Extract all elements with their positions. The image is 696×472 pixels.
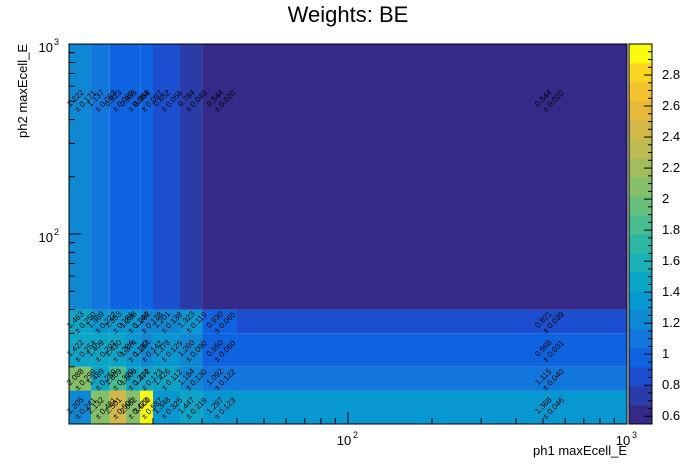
x-tick-label: 10 bbox=[337, 433, 351, 448]
heatmap-cell bbox=[140, 309, 153, 334]
heatmap-cell bbox=[140, 366, 153, 391]
color-tick-label: 2.4 bbox=[662, 129, 680, 144]
heatmap-cell bbox=[140, 390, 153, 424]
heatmap-cell bbox=[152, 390, 181, 424]
heatmap-cell bbox=[152, 366, 181, 391]
color-scale-segment bbox=[629, 215, 652, 235]
color-scale-segment bbox=[629, 291, 652, 311]
y-tick-label: 10 bbox=[39, 230, 53, 245]
heatmap-cell bbox=[125, 309, 141, 334]
heatmap-cell bbox=[202, 333, 237, 367]
heatmap-cell bbox=[152, 44, 181, 310]
heatmap-cell bbox=[109, 366, 126, 391]
heatmap-cell bbox=[91, 390, 110, 424]
heatmap-cell bbox=[91, 309, 110, 334]
heatmap-cell bbox=[69, 333, 92, 367]
color-tick-label: 1.4 bbox=[662, 284, 680, 299]
heatmap-cell bbox=[125, 44, 141, 310]
y-tick-exponent: 3 bbox=[54, 37, 59, 47]
color-scale-segment bbox=[629, 177, 652, 197]
color-tick-label: 2.8 bbox=[662, 67, 680, 82]
color-tick-label: 1 bbox=[662, 346, 669, 361]
color-tick-label: 0.6 bbox=[662, 408, 680, 423]
y-axis-label: ph2 maxEcell_E bbox=[15, 44, 30, 138]
heatmap-cell bbox=[180, 390, 203, 424]
heatmap-cell bbox=[125, 333, 141, 367]
color-scale-ticks: 0.6 0.8 1 1.2 1.4 1.6 1.8 2 2.2 2.4 2.6 2.8 bbox=[644, 51, 680, 423]
heatmap-cell bbox=[91, 366, 110, 391]
color-scale-segment bbox=[629, 329, 652, 349]
heatmap-cell bbox=[236, 366, 627, 391]
heatmap-cell bbox=[180, 366, 203, 391]
heatmap-cell bbox=[202, 309, 237, 334]
color-scale-segment bbox=[629, 272, 652, 292]
heatmap-cell bbox=[180, 333, 203, 367]
heatmap-cell bbox=[202, 366, 237, 391]
x-axis-ticks: 10 2 10 3 bbox=[68, 412, 637, 448]
color-scale-segment bbox=[629, 253, 652, 273]
color-tick-label: 0.8 bbox=[662, 377, 680, 392]
heatmap-cell bbox=[140, 333, 153, 367]
color-scale-segment bbox=[629, 101, 652, 121]
heatmap-cell bbox=[69, 44, 92, 310]
chart-title: Weights: BE bbox=[287, 2, 409, 27]
heatmap-cell bbox=[202, 44, 237, 310]
y-tick-exponent: 2 bbox=[54, 227, 59, 237]
color-scale-segment bbox=[629, 348, 652, 368]
heatmap-cell bbox=[69, 390, 92, 424]
heatmap-cell bbox=[109, 44, 126, 310]
heatmap-cell bbox=[236, 309, 627, 334]
heatmap-cell bbox=[109, 333, 126, 367]
color-scale-segment bbox=[629, 158, 652, 178]
color-tick-label: 2.6 bbox=[662, 98, 680, 113]
y-tick-label: 10 bbox=[39, 40, 53, 55]
color-tick-label: 2 bbox=[662, 191, 669, 206]
x-tick-exponent: 3 bbox=[632, 430, 637, 440]
color-scale-segment bbox=[629, 196, 652, 216]
heatmap-cell bbox=[109, 309, 126, 334]
heatmap-cell bbox=[69, 366, 92, 391]
color-scale-segment bbox=[629, 386, 652, 406]
heatmap-cell bbox=[152, 309, 181, 334]
color-scale-bar bbox=[628, 43, 653, 425]
color-tick-label: 1.6 bbox=[662, 253, 680, 268]
heatmap-cell bbox=[69, 309, 92, 334]
color-scale-segment bbox=[629, 63, 652, 83]
heatmap-cell bbox=[180, 309, 203, 334]
color-tick-label: 1.8 bbox=[662, 222, 680, 237]
color-scale-segment bbox=[629, 44, 652, 64]
heatmap-cell bbox=[125, 390, 141, 424]
heatmap-cell bbox=[202, 390, 237, 424]
color-scale-segment bbox=[629, 234, 652, 254]
heatmap-cell bbox=[140, 44, 153, 310]
heatmap-cell bbox=[180, 44, 203, 310]
x-tick-label: 10 bbox=[616, 433, 630, 448]
heatmap-cells bbox=[69, 44, 627, 424]
color-scale-segment bbox=[629, 405, 652, 425]
heatmap-cell bbox=[125, 366, 141, 391]
color-tick-label: 1.2 bbox=[662, 315, 680, 330]
color-scale-segment bbox=[629, 367, 652, 387]
color-scale-frame bbox=[628, 43, 653, 425]
heatmap-cell bbox=[236, 333, 627, 367]
x-tick-exponent: 2 bbox=[353, 430, 358, 440]
x-axis-label: ph1 maxEcell_E bbox=[533, 443, 627, 458]
color-scale-segment bbox=[629, 120, 652, 140]
color-scale-segment bbox=[629, 310, 652, 330]
color-scale-segment bbox=[629, 139, 652, 159]
heatmap-cell bbox=[152, 333, 181, 367]
heatmap-cell bbox=[109, 390, 126, 424]
heatmap-cell bbox=[236, 44, 627, 310]
color-scale-segment bbox=[629, 82, 652, 102]
heatmap-cell bbox=[91, 333, 110, 367]
color-tick-label: 2.2 bbox=[662, 160, 680, 175]
heatmap-cell bbox=[91, 44, 110, 310]
